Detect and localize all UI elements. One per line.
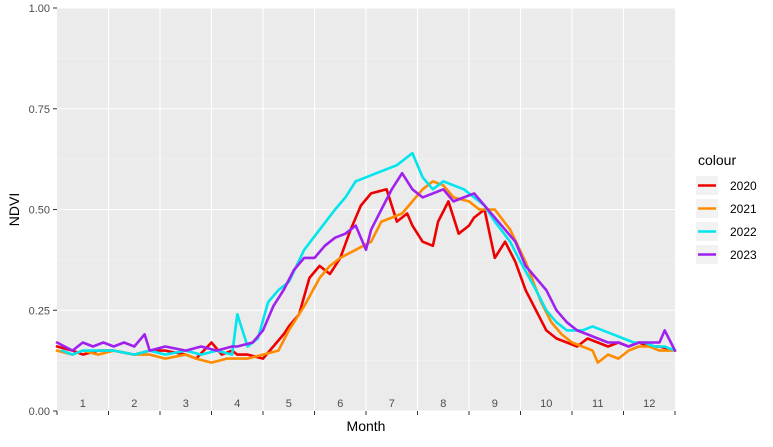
month-label: 1 [80, 398, 86, 410]
series-layer [55, 151, 677, 364]
legend-label: 2022 [730, 225, 757, 239]
series-line-2022 [60, 151, 677, 356]
legend: colour 2020 2021 2022 2023 [696, 152, 757, 264]
month-label: 9 [492, 398, 498, 410]
legend-title: colour [698, 152, 736, 168]
x-axis: 1 2 3 4 5 6 7 8 9 10 11 12 [56, 398, 676, 415]
month-label: 7 [389, 398, 395, 410]
series-line-2020 [55, 188, 677, 360]
y-axis-title: NDVI [6, 193, 22, 226]
month-label: 5 [286, 398, 292, 410]
legend-label: 2023 [730, 248, 757, 262]
y-tick-label: 0.25 [29, 305, 50, 317]
month-label: 2 [131, 398, 137, 410]
series-line-2021 [55, 180, 677, 364]
y-tick-label: 0.50 [29, 205, 50, 217]
legend-label: 2021 [730, 202, 757, 216]
month-label: 11 [592, 398, 603, 410]
series-line-2023 [55, 171, 677, 352]
month-label: 10 [540, 398, 552, 410]
legend-label: 2020 [730, 179, 757, 193]
y-tick-label: 0.75 [29, 104, 50, 116]
y-axis: 0.00 0.25 0.50 0.75 1.00 [29, 3, 57, 418]
month-label: 8 [440, 398, 446, 410]
y-tick-label: 1.00 [29, 3, 50, 15]
month-label: 4 [234, 398, 240, 410]
month-label: 12 [643, 398, 655, 410]
month-label: 6 [337, 398, 343, 410]
month-label: 3 [183, 398, 189, 410]
x-axis-title: Month [347, 418, 386, 434]
y-tick-label: 0.00 [29, 406, 50, 418]
